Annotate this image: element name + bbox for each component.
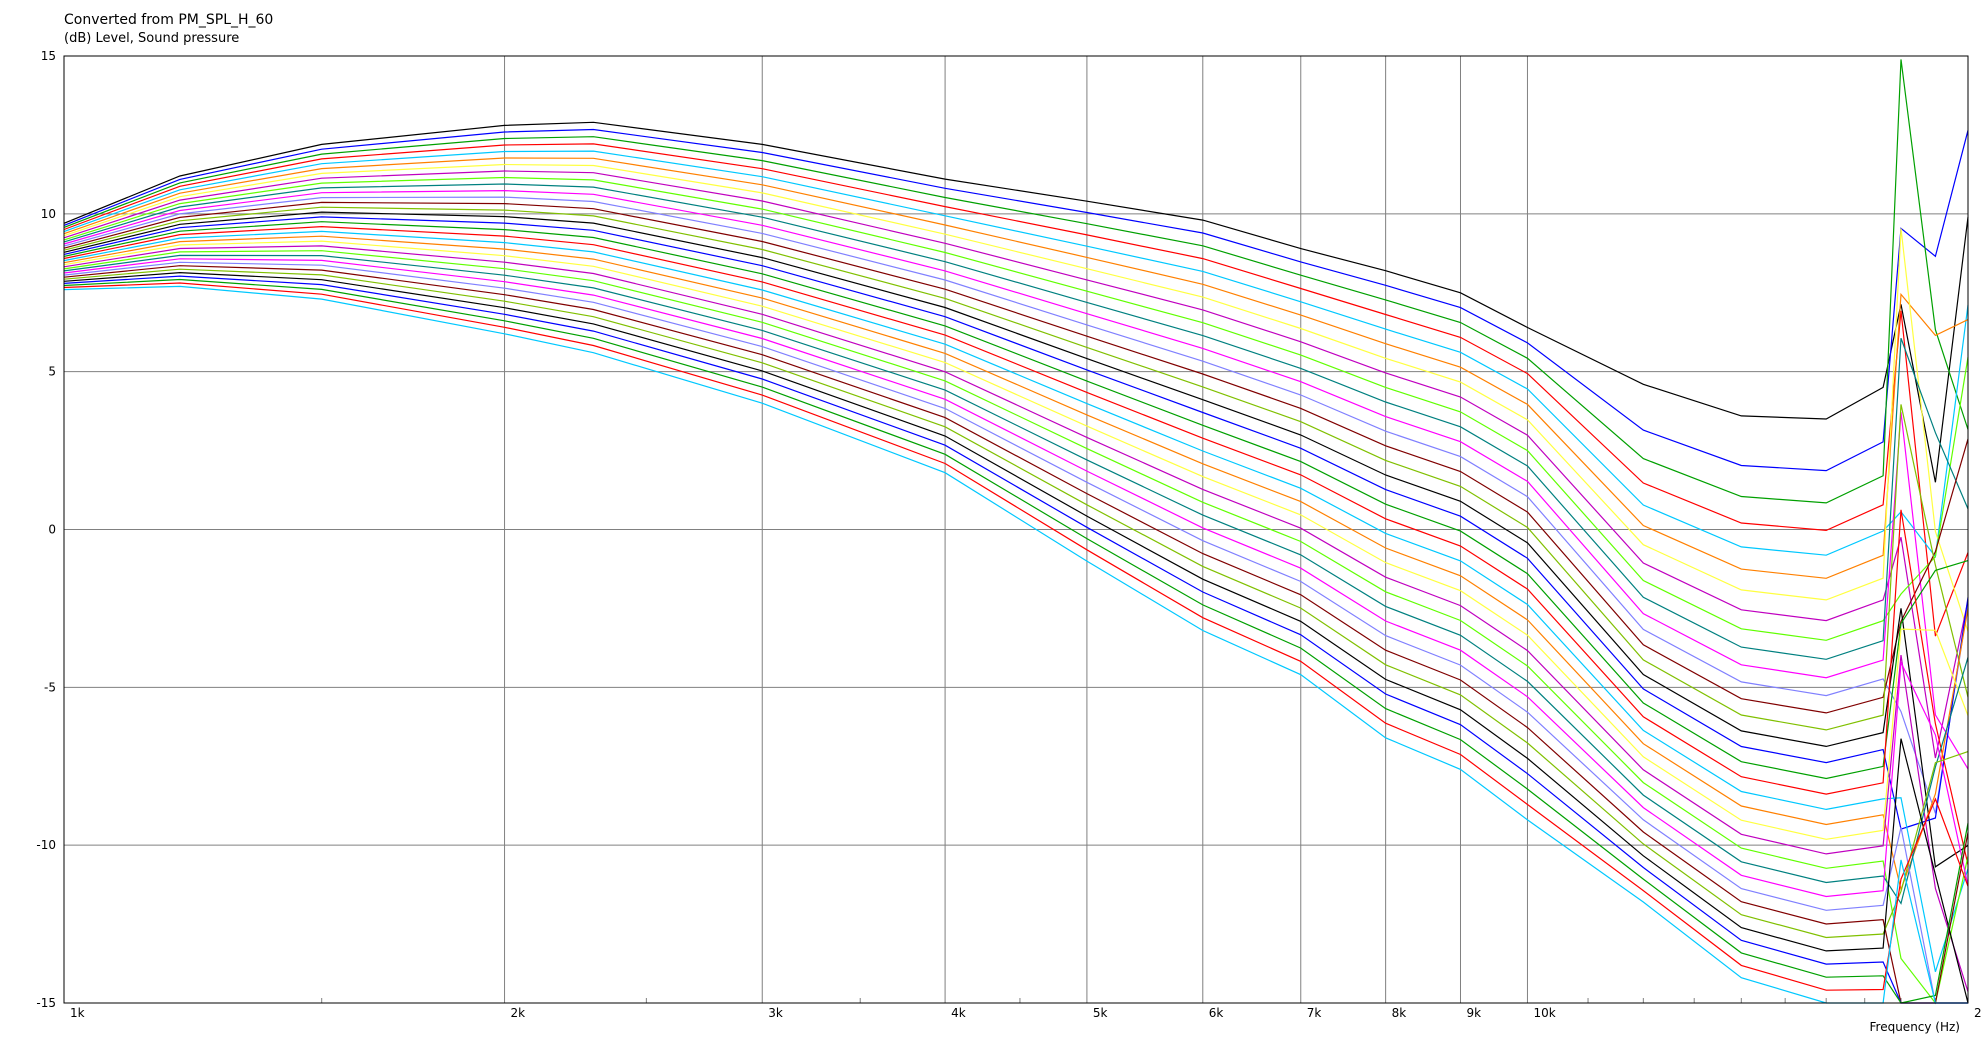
series-line [63,59,1969,504]
x-tick-label: 3k [768,1006,783,1020]
x-tick-label: 2k [511,1006,526,1020]
x-tick-label: 5k [1093,1006,1108,1020]
y-tick-label: 0 [48,523,56,537]
series-line [63,261,1968,1004]
series-line [63,245,1969,992]
series-line [63,275,1968,1004]
series-line [63,268,1969,939]
series-line [63,128,1969,472]
chart-title: Converted from PM_SPL_H_60 [64,12,274,28]
series-line [63,201,1969,714]
y-axis-label: (dB) Level, Sound pressure [64,31,240,46]
series-line [63,221,1969,780]
series-line [63,240,1969,840]
x-tick-label: 9k [1466,1006,1481,1020]
series-line [63,170,1969,759]
y-tick-label: -15 [36,996,56,1010]
series-line [63,196,1969,814]
series-line [63,206,1969,731]
series-line [63,176,1969,641]
series-line [63,157,1969,579]
series-line [63,163,1969,632]
y-tick-label: -10 [36,838,56,852]
series-line [63,121,1969,483]
series-line [63,282,1969,991]
series-line [63,271,1969,1004]
series-line [63,143,1969,637]
x-tick-label: 20k [1974,1006,1982,1020]
x-tick-label: 6k [1209,1006,1224,1020]
y-tick-labels: 15 10 5 0 -5 -10 -15 [36,49,56,1010]
x-tick-label: 7k [1307,1006,1322,1020]
x-tick-label: 8k [1392,1006,1407,1020]
series-line [63,235,1969,892]
series-line [63,216,1969,830]
y-tick-label: -5 [44,680,56,694]
series-line [63,150,1969,559]
series-line [63,225,1969,865]
series-line [63,258,1969,898]
series-line [63,183,1969,660]
x-tick-label: 4k [951,1006,966,1020]
y-tick-label: 10 [41,207,56,221]
series-line [63,254,1969,905]
plot-frame [63,55,1969,1004]
series-line [63,278,1969,1004]
x-tick-labels: 1k 2k 3k 4k 5k 6k 7k 8k 9k 10k 20k [70,1006,1982,1020]
series-lines [63,59,1969,1005]
series-line [63,265,1969,1004]
series-line [63,230,1969,972]
series-line [63,211,1969,868]
series-line [63,250,1969,1005]
x-tick-label: 1k [70,1006,85,1020]
x-tick-label: 10k [1533,1006,1555,1020]
series-line [63,189,1969,770]
y-tick-label: 15 [41,49,56,63]
x-axis-label: Frequency (Hz) [1870,1020,1961,1034]
y-tick-label: 5 [48,365,56,379]
